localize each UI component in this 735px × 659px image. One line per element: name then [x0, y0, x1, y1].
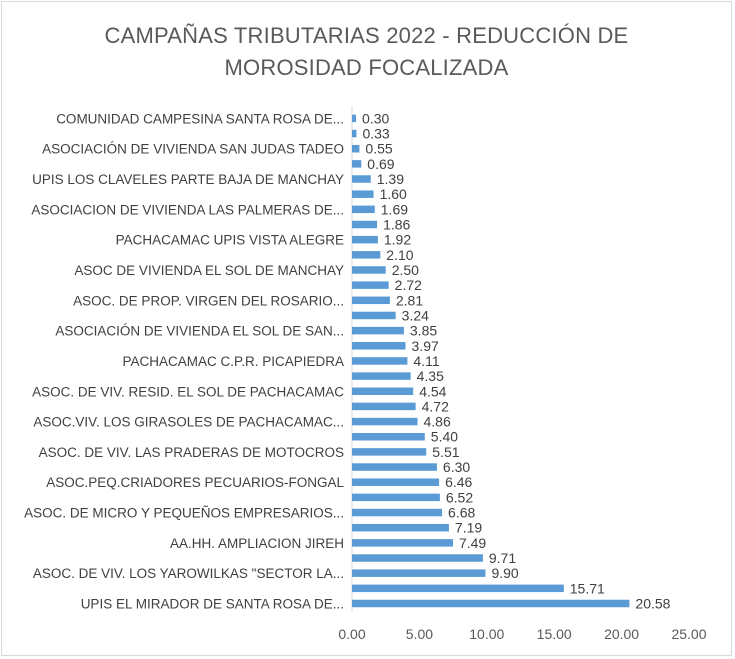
x-tick-label-5: 25.00	[671, 626, 706, 642]
category-label-4: AA.HH. AMPLIACION JIREH	[170, 536, 344, 551]
bar-15	[352, 372, 411, 380]
bar-29	[352, 160, 362, 168]
bar-31	[352, 129, 357, 138]
category-label-32: COMUNIDAD CAMPESINA SANTA ROSA DE...	[56, 111, 344, 126]
bar-10	[352, 448, 427, 456]
x-tick-label-1: 5.00	[406, 626, 433, 642]
value-label-3: 9.71	[489, 550, 516, 566]
value-label-16: 4.11	[413, 353, 439, 369]
category-label-18: ASOCIACIÓN DE VIVIENDA EL SOL DE SAN...	[55, 324, 344, 339]
bar-8	[352, 478, 440, 486]
bar-5	[352, 523, 449, 532]
value-label-11: 5.40	[431, 429, 458, 445]
category-label-10: ASOC. DE VIV. LAS PRADERAS DE MOTOCROS	[39, 445, 344, 460]
value-label-6: 6.68	[448, 505, 475, 521]
category-label-30: ASOCIACIÓN DE VIVIENDA SAN JUDAS TADEO	[42, 142, 344, 157]
bar-30	[352, 144, 360, 153]
value-label-19: 3.24	[402, 307, 429, 323]
value-label-21: 2.72	[395, 277, 422, 293]
chart-title-line-2: MOROSIDAD FOCALIZADA	[224, 55, 509, 80]
x-tick-label-2: 10.00	[469, 626, 504, 642]
bar-18	[352, 326, 404, 335]
value-label-13: 4.72	[422, 398, 449, 414]
bars-group	[352, 114, 630, 608]
bar-25	[352, 220, 378, 229]
bar-28	[352, 175, 371, 183]
bar-13	[352, 402, 416, 411]
bar-27	[352, 190, 374, 198]
x-tick-label-0: 0.00	[338, 626, 365, 642]
value-label-29: 0.69	[367, 156, 394, 172]
bar-7	[352, 493, 440, 502]
x-tick-label-4: 20.00	[604, 626, 639, 642]
bar-17	[352, 342, 406, 350]
bar-4	[352, 539, 453, 547]
bar-24	[352, 235, 378, 244]
bar-32	[352, 114, 357, 123]
bar-23	[352, 251, 381, 259]
category-label-20: ASOC. DE PROP. VIRGEN DEL ROSARIO...	[73, 293, 344, 308]
category-label-8: ASOC.PEQ.CRIADORES PECUARIOS-FONGAL	[46, 475, 344, 490]
chart-title-line-1: CAMPAÑAS TRIBUTARIAS 2022 - REDUCCIÓN DE	[104, 23, 629, 48]
value-label-17: 3.97	[412, 338, 439, 354]
value-label-7: 6.52	[446, 489, 473, 505]
x-tick-label-3: 15.00	[537, 626, 572, 642]
category-label-0: UPIS EL MIRADOR DE SANTA ROSA DE...	[81, 597, 344, 612]
category-labels-group: UPIS EL MIRADOR DE SANTA ROSA DE... ASOC.…	[24, 111, 344, 611]
value-label-27: 1.60	[380, 186, 407, 202]
bar-1	[352, 584, 564, 593]
bar-11	[352, 432, 425, 441]
category-label-12: ASOC.VIV. LOS GIRASOLES DE PACHACAMAC...	[33, 415, 344, 430]
bar-2	[352, 569, 486, 577]
bar-20	[352, 296, 390, 305]
bar-19	[352, 311, 396, 320]
value-label-9: 6.30	[443, 459, 470, 475]
value-label-5: 7.19	[455, 520, 482, 536]
value-label-4: 7.49	[459, 535, 486, 551]
value-label-18: 3.85	[410, 323, 437, 339]
value-label-15: 4.35	[417, 368, 444, 384]
value-label-2: 9.90	[491, 565, 518, 581]
bar-12	[352, 417, 418, 426]
category-label-6: ASOC. DE MICRO Y PEQUEÑOS EMPRESARIOS...	[24, 506, 344, 521]
value-label-32: 0.30	[362, 110, 389, 126]
category-label-16: PACHACAMAC C.P.R. PICAPIEDRA	[122, 354, 344, 369]
x-tick-labels-group: 0.00 5.00 10.00 15.00 20.00 25.00	[338, 626, 706, 642]
value-labels-group: 20.58 15.71 9.909.717.497.196.686.526.466.…	[362, 110, 671, 611]
chart-title: CAMPAÑAS TRIBUTARIAS 2022 - REDUCCIÓN DE…	[0, 20, 733, 84]
value-label-10: 5.51	[432, 444, 459, 460]
bar-26	[352, 205, 375, 214]
value-label-25: 1.86	[383, 217, 410, 233]
bar-21	[352, 281, 389, 289]
bar-14	[352, 387, 414, 396]
category-label-28: UPIS LOS CLAVELES PARTE BAJA DE MANCHAY	[32, 172, 344, 187]
bar-16	[352, 357, 408, 365]
value-label-28: 1.39	[377, 171, 404, 187]
value-label-22: 2.50	[392, 262, 419, 278]
bar-9	[352, 463, 437, 471]
value-label-30: 0.55	[365, 141, 392, 157]
value-label-0: 20.58	[635, 596, 670, 612]
bar-3	[352, 554, 483, 562]
value-label-1: 15.71	[570, 580, 605, 596]
value-label-31: 0.33	[362, 126, 389, 142]
category-label-26: ASOCIACION DE VIVIENDA LAS PALMERAS DE..…	[31, 202, 344, 217]
value-label-26: 1.69	[381, 201, 408, 217]
value-label-20: 2.81	[396, 292, 423, 308]
category-label-22: ASOC DE VIVIENDA EL SOL DE MANCHAY	[74, 263, 344, 278]
value-label-8: 6.46	[445, 474, 472, 490]
bar-22	[352, 266, 386, 274]
category-label-24: PACHACAMAC UPIS VISTA ALEGRE	[116, 233, 344, 248]
bar-6	[352, 508, 443, 517]
value-label-24: 1.92	[384, 232, 411, 248]
value-label-23: 2.10	[386, 247, 413, 263]
value-label-14: 4.54	[419, 383, 446, 399]
value-label-12: 4.86	[424, 414, 451, 430]
category-label-2: ASOC. DE VIV. LOS YAROWILKAS "SECTOR LA.…	[33, 566, 344, 581]
category-label-14: ASOC. DE VIV. RESID. EL SOL DE PACHACAMA…	[32, 384, 344, 399]
bar-0	[352, 599, 630, 608]
